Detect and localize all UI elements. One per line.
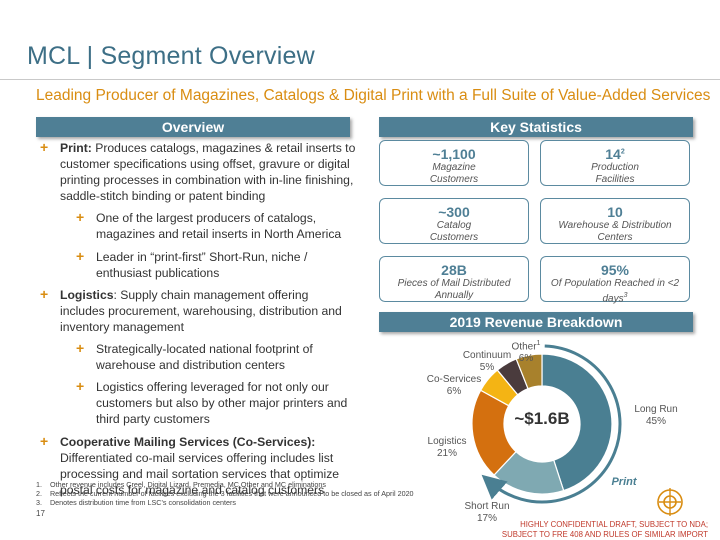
label-co-services: Co-Services 6% (421, 374, 487, 398)
stat-production-facilities: 142 Production Facilities (540, 140, 690, 186)
label-co-services-value: 6% (446, 386, 462, 397)
label-long-run-value: 45% (645, 416, 666, 427)
footnote-text: Other revenue includes Creel, Digital Li… (49, 480, 327, 489)
sub-bullet-text: Logistics offering leveraged for not onl… (96, 380, 348, 427)
sub-bullet: + Strategically-located national footpri… (36, 340, 356, 373)
stat-mail-distributed: 28B Pieces of Mail Distributed Annually (379, 256, 529, 302)
plus-icon: + (76, 247, 85, 264)
bullet-print-label: Print: (60, 141, 92, 155)
stat-value: ~1,100 (432, 146, 476, 162)
bullet-co-services-label: Cooperative Mailing Services (Co-Service… (60, 434, 316, 449)
plus-icon: + (40, 285, 49, 302)
stat-catalog-customers: ~300 Catalog Customers (379, 198, 529, 244)
confidentiality-notice: HIGHLY CONFIDENTIAL DRAFT, SUBJECT TO ND… (502, 520, 708, 540)
label-short-run: Short Run 17% (457, 501, 517, 525)
footnote-text: Reflects the current number of facilitie… (49, 489, 414, 498)
footnote-number: 3. (36, 498, 50, 507)
bullet-logistics-label: Logistics (60, 287, 114, 302)
stat-desc: Pieces of Mail Distributed Annually (397, 278, 511, 301)
plus-icon: + (76, 378, 85, 395)
page-number: 17 (36, 509, 45, 518)
overview-bullets: + Print: Produces catalogs, magazines & … (36, 139, 356, 504)
bullet-print-text: Produces catalogs, magazines & retail in… (60, 141, 356, 204)
label-co-services-name: Co-Services (426, 374, 482, 385)
label-other-value: 6% (518, 353, 534, 365)
print-grouping-arrow (481, 344, 622, 504)
label-other: Other1 6% (504, 338, 548, 365)
donut-slice-other (515, 353, 543, 390)
footnote-ref: 1 (536, 340, 541, 347)
plus-icon: + (40, 432, 49, 449)
plus-icon: + (40, 139, 49, 155)
page-title: MCL | Segment Overview (27, 42, 315, 70)
label-continuum-value: 5% (479, 362, 495, 373)
footnote-1: 1. Other revenue includes Creel, Digital… (36, 480, 326, 489)
sub-bullet-text: Strategically-located national footprint… (96, 342, 313, 373)
footnote-text: Denotes distribution time from LSC’s con… (49, 498, 237, 507)
revenue-header: 2019 Revenue Breakdown (379, 312, 693, 332)
label-logistics: Logistics 21% (418, 436, 476, 460)
stat-desc: Warehouse & Distribution Centers (558, 220, 672, 243)
stat-value: ~300 (438, 204, 470, 220)
bullet-co-services-text: Differentiated co-mail services offering… (60, 450, 340, 497)
label-logistics-name: Logistics (427, 436, 467, 447)
label-logistics-value: 21% (436, 448, 457, 459)
key-stats-header: Key Statistics (379, 117, 693, 137)
plus-icon: + (76, 340, 85, 357)
overview-header: Overview (36, 117, 350, 137)
stat-desc: Magazine Customers (429, 162, 479, 185)
footnote-number: 2. (36, 489, 50, 498)
bullet-co-services: + Cooperative Mailing Services (Co-Servi… (36, 432, 356, 498)
plus-icon: + (76, 209, 85, 226)
label-short-run-name: Short Run (464, 501, 510, 512)
donut-center-total: ~$1.6B (514, 409, 570, 428)
sub-bullet: + Leader in “print-first” Short-Run, nic… (36, 247, 356, 281)
footnote-2: 2. Reflects the current number of facili… (36, 489, 414, 498)
sub-bullet: + One of the largest producers of catalo… (36, 209, 356, 242)
stat-value: 28B (441, 262, 467, 278)
stat-value: 14 (605, 146, 621, 162)
bullet-logistics-text: : Supply chain management offering inclu… (60, 287, 342, 334)
title-divider (0, 79, 720, 80)
footnote-number: 1. (36, 480, 50, 489)
sub-bullet-text: Leader in “print-first” Short-Run, niche… (96, 249, 308, 280)
stat-warehouse-centers: 10 Warehouse & Distribution Centers (540, 198, 690, 244)
page-subtitle: Leading Producer of Magazines, Catalogs … (36, 87, 711, 104)
confidentiality-line: HIGHLY CONFIDENTIAL DRAFT, SUBJECT TO ND… (520, 520, 708, 529)
stat-desc: Of Population Reached in <2 days (550, 278, 680, 305)
stat-population-reached: 95% Of Population Reached in <2 days3 (540, 256, 690, 305)
label-other-name: Other (511, 341, 537, 353)
label-short-run-value: 17% (476, 513, 497, 524)
stat-magazine-customers: ~1,100 Magazine Customers (379, 140, 529, 186)
donut-slice-long-run (541, 353, 613, 492)
footnote-ref: 2 (620, 148, 625, 156)
footnote-ref: 3 (623, 292, 628, 299)
label-continuum-name: Continuum (462, 350, 512, 361)
bullet-logistics: + Logistics: Supply chain management off… (36, 285, 356, 335)
company-logo-icon (657, 488, 683, 516)
label-long-run: Long Run 45% (626, 404, 686, 428)
sub-bullet-text: One of the largest producers of catalogs… (96, 211, 342, 242)
stat-desc: Catalog Customers (429, 220, 479, 243)
confidentiality-line: SUBJECT TO FRE 408 AND RULES OF SIMILAR … (501, 530, 708, 539)
bullet-print: + Print: Produces catalogs, magazines & … (36, 139, 356, 204)
stat-value: 95% (600, 262, 630, 278)
label-long-run-name: Long Run (634, 404, 678, 415)
footnote-3: 3. Denotes distribution time from LSC’s … (36, 498, 236, 507)
stat-value: 10 (607, 204, 623, 220)
print-annotation: Print (611, 476, 637, 488)
sub-bullet: + Logistics offering leveraged for not o… (36, 378, 356, 427)
stat-desc: Production Facilities (591, 162, 639, 185)
label-continuum: Continuum 5% (456, 350, 518, 374)
